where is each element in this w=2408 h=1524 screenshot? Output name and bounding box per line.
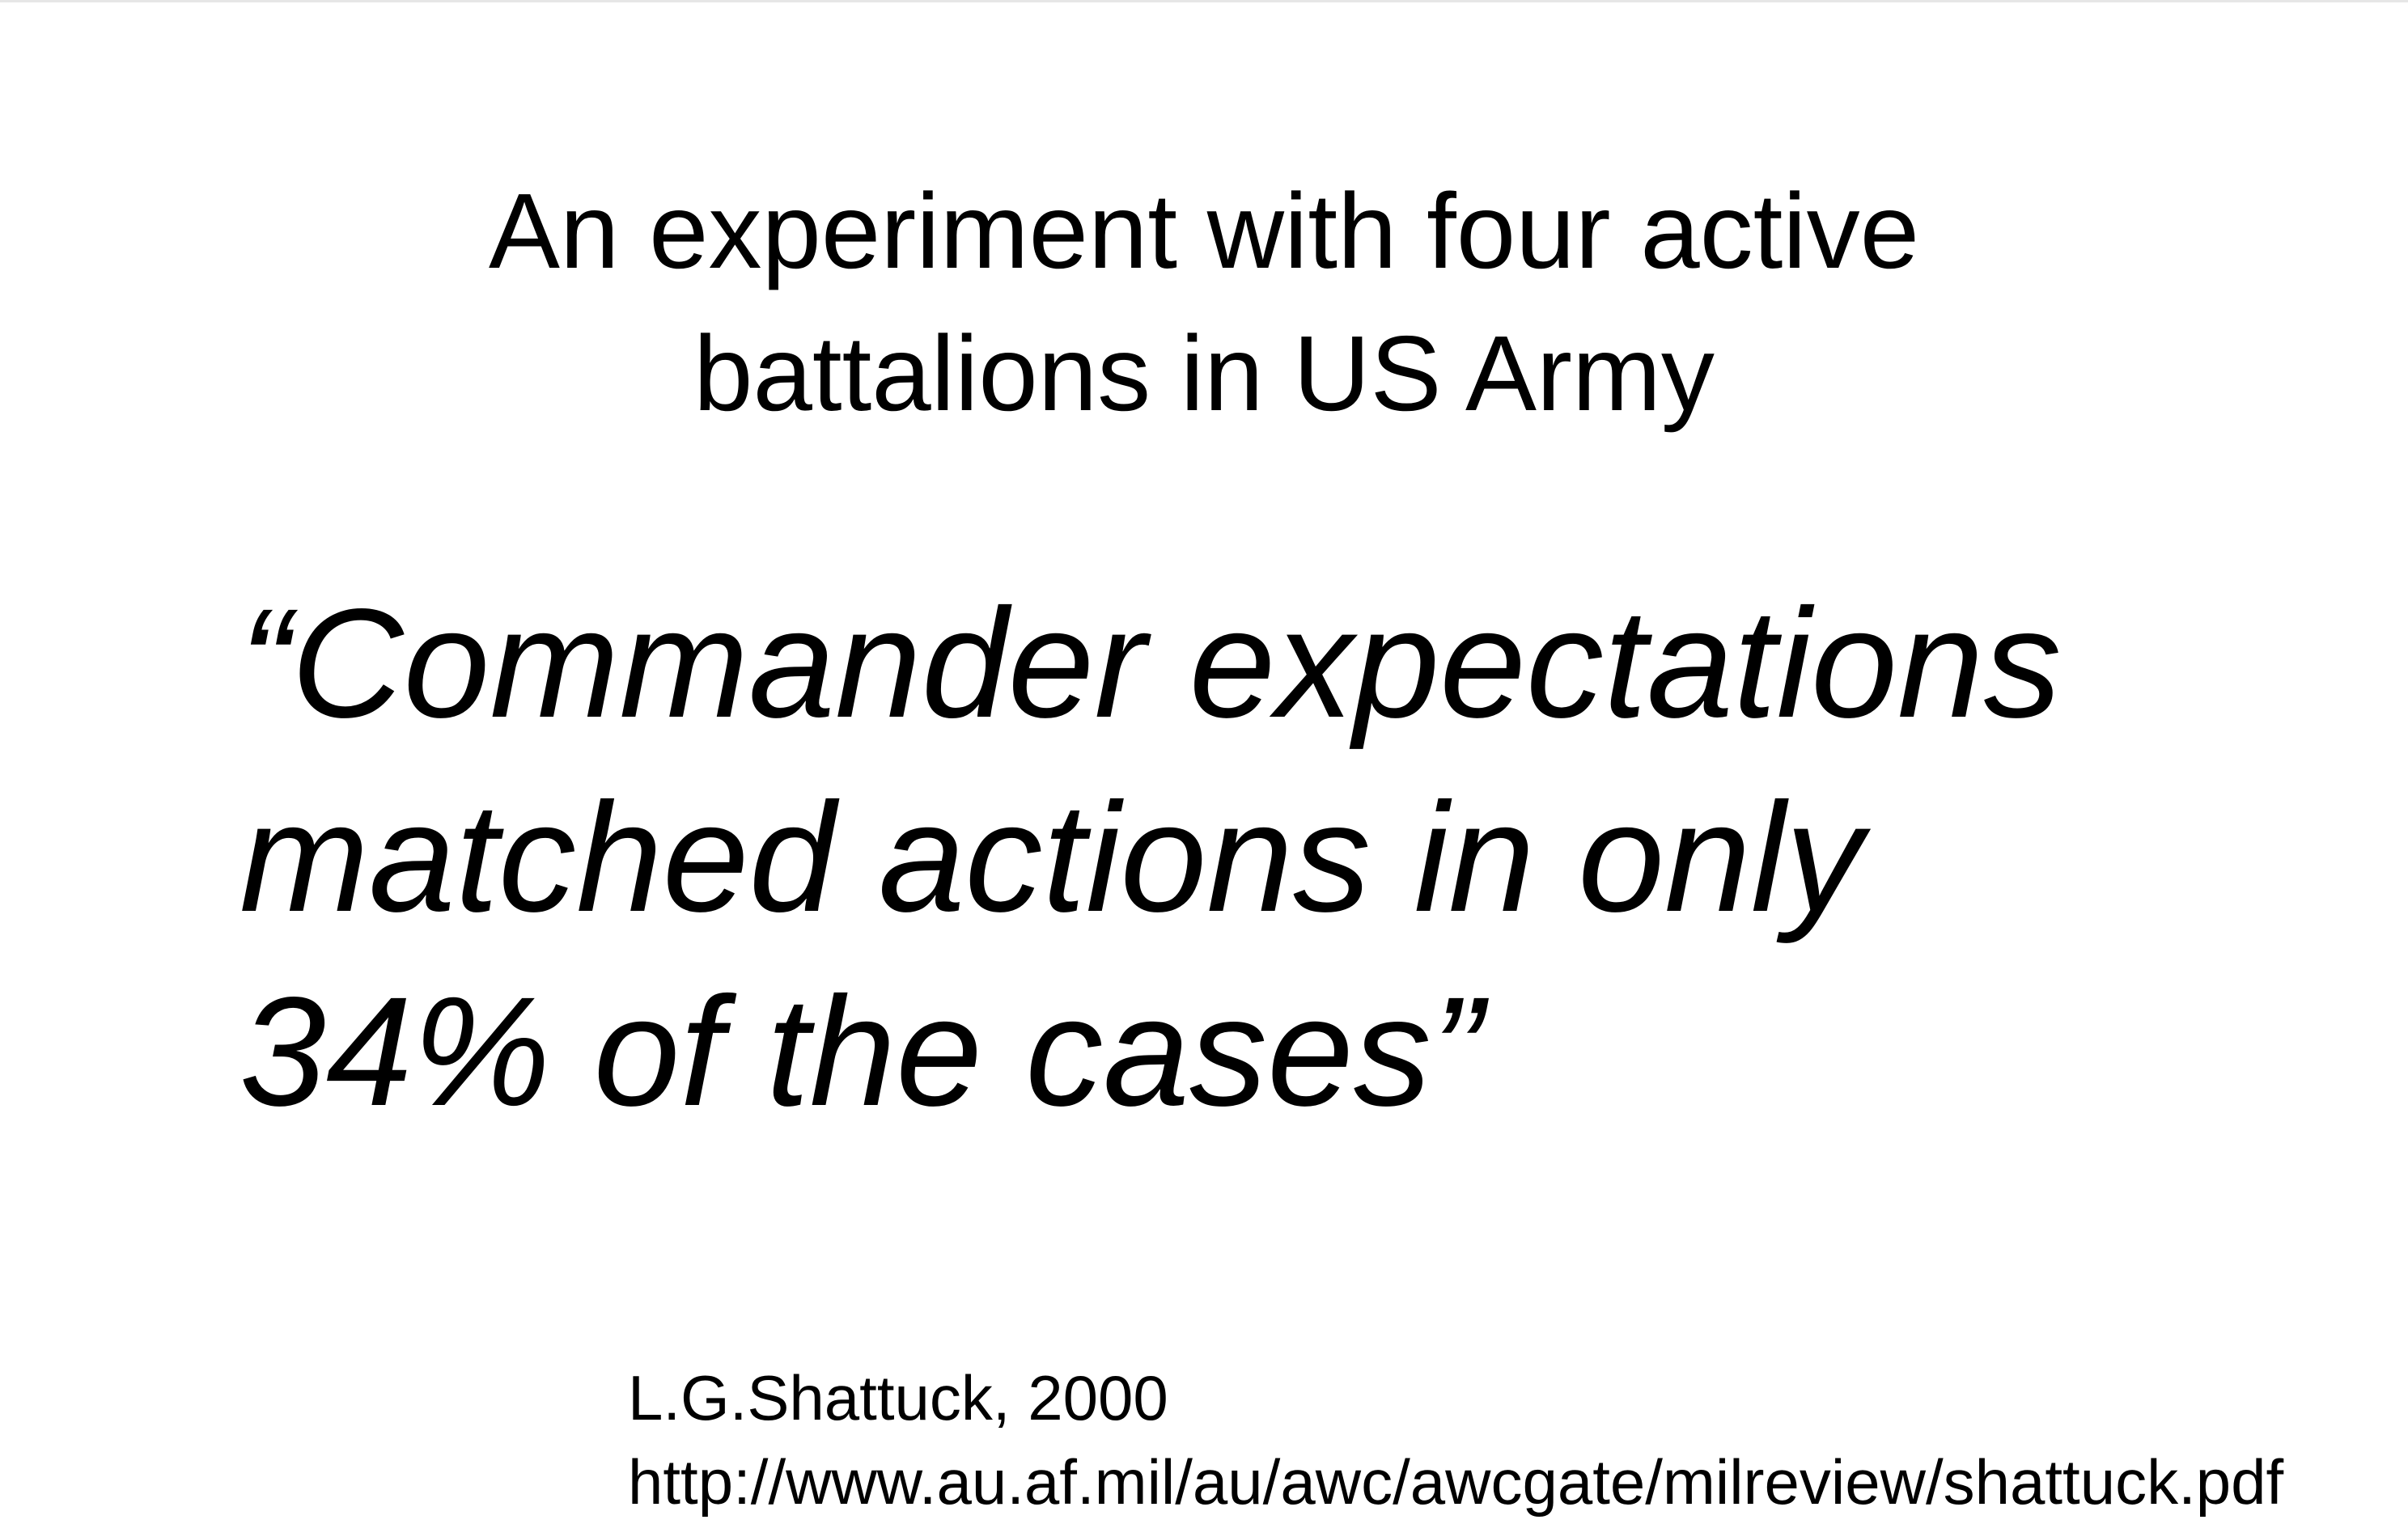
- slide-title-line-2: battalions in US Army: [693, 314, 1715, 434]
- slide-title-line-1: An experiment with four active: [488, 171, 1920, 291]
- citation-url: http://www.au.af.mil/au/awc/awcgate/milr…: [628, 1446, 2284, 1518]
- quote-line-1: “Commander expectations: [240, 576, 2062, 750]
- citation-author-year: L.G.Shattuck, 2000: [628, 1362, 1168, 1433]
- quote-line-3: 34% of the cases”: [240, 964, 1483, 1138]
- top-rule: [0, 0, 2408, 2]
- quote-line-2: matched actions in only: [240, 770, 1863, 944]
- citation: L.G.Shattuck, 2000 http://www.au.af.mil/…: [628, 1356, 2283, 1524]
- quote: “Commander expectations matched actions …: [240, 566, 2262, 1149]
- slide-title: An experiment with four active battalion…: [0, 160, 2408, 445]
